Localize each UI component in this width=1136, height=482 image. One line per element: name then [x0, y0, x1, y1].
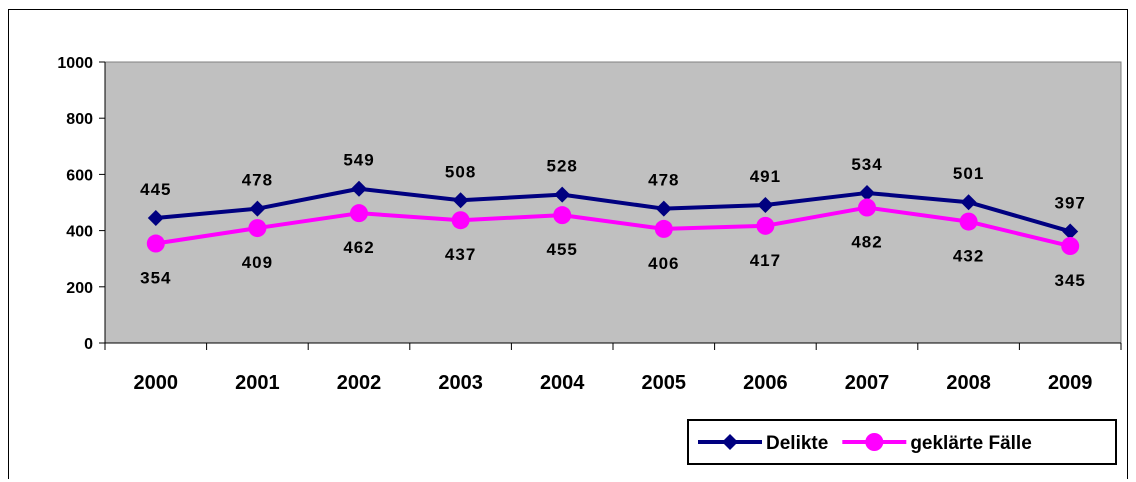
data-label: 437 — [445, 245, 476, 264]
data-point-marker — [858, 198, 876, 217]
data-point-marker — [1062, 223, 1079, 240]
data-label: 549 — [343, 151, 374, 170]
series-lines — [146, 180, 1080, 256]
data-label: 354 — [140, 269, 171, 288]
data-point-marker — [553, 206, 572, 225]
data-label: 409 — [242, 253, 273, 272]
data-label: 445 — [140, 180, 171, 199]
data-point-marker — [248, 219, 267, 238]
data-point-marker — [350, 204, 368, 223]
data-point-marker — [451, 211, 470, 230]
y-tick-label: 600 — [66, 167, 93, 184]
x-tick-label: 2000 — [134, 372, 179, 394]
data-point-marker — [554, 186, 571, 203]
data-label: 501 — [953, 164, 984, 183]
legend-marker — [865, 433, 884, 451]
chart-frame — [8, 9, 1128, 479]
axes: 0 200 400 600 800 1000 2000 2001 2002 2003 2004 200… — [57, 55, 1122, 394]
data-label: 491 — [750, 167, 781, 186]
data-point-marker — [1061, 237, 1080, 256]
y-tick-label: 400 — [66, 224, 93, 241]
x-tick-label: 2003 — [438, 372, 483, 394]
data-point-marker — [756, 216, 775, 235]
data-point-marker — [452, 192, 469, 209]
data-label: 397 — [1055, 193, 1086, 212]
x-tick-label: 2001 — [235, 372, 280, 394]
data-point-marker — [147, 209, 164, 226]
data-point-marker — [351, 180, 367, 197]
data-label: 478 — [648, 171, 679, 190]
x-tick-label: 2004 — [540, 372, 585, 394]
data-label: 455 — [547, 240, 578, 259]
x-tick-label: 2008 — [946, 372, 991, 394]
x-tick-label: 2006 — [743, 372, 788, 394]
series-line-1 — [155, 205, 1071, 248]
y-tick-label: 200 — [66, 280, 93, 297]
x-tick-label: 2002 — [337, 372, 382, 394]
data-point-marker — [960, 194, 977, 211]
data-label: 462 — [343, 238, 374, 257]
data-label: 406 — [648, 254, 679, 273]
data-point-marker — [859, 184, 875, 201]
data-point-marker — [654, 219, 673, 238]
data-point-marker — [146, 234, 165, 253]
data-label: 534 — [851, 155, 882, 174]
data-label: 478 — [242, 171, 273, 190]
legend-marker — [722, 434, 738, 450]
y-tick-label: 0 — [84, 336, 93, 353]
data-point-marker — [655, 200, 672, 217]
x-tick-label: 2009 — [1048, 372, 1093, 394]
legend-label: Delikte — [766, 433, 828, 454]
data-point-marker — [959, 212, 978, 231]
y-tick-label: 800 — [66, 111, 93, 128]
x-tick-label: 2005 — [642, 372, 687, 394]
data-label: 482 — [851, 233, 882, 252]
data-labels: 445 478 549 508 528 478 491 534 501 397 354 409 462 4… — [140, 151, 1086, 290]
data-point-marker — [249, 200, 266, 217]
data-label: 508 — [445, 162, 476, 181]
data-point-marker — [757, 197, 774, 214]
data-label: 528 — [547, 157, 578, 176]
y-tick-label: 1000 — [57, 55, 93, 72]
x-tick-label: 2007 — [845, 372, 890, 394]
data-label: 432 — [953, 247, 984, 266]
legend: Delikte geklärte Fälle — [687, 419, 1117, 465]
data-label: 345 — [1055, 271, 1086, 290]
data-label: 417 — [750, 251, 781, 270]
legend-label: geklärte Fälle — [910, 433, 1031, 454]
series-line-0 — [155, 186, 1071, 234]
